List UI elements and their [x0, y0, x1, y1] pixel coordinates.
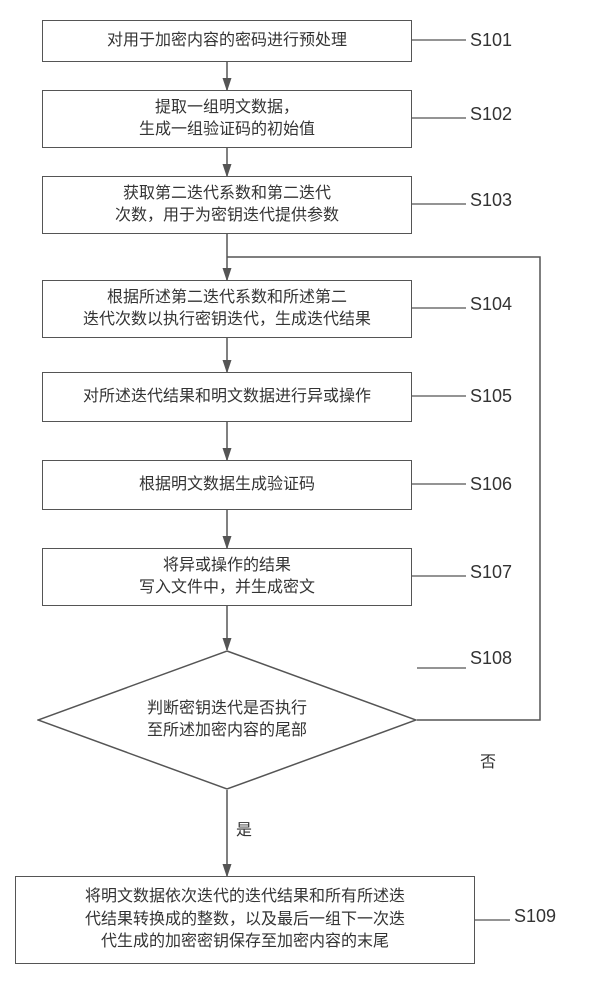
label-s109: S109: [514, 906, 556, 927]
label-s103: S103: [470, 190, 512, 211]
step-s105: 对所述迭代结果和明文数据进行异或操作: [42, 372, 412, 422]
label-s104: S104: [470, 294, 512, 315]
decision-text: 判断密钥迭代是否执行至所述加密内容的尾部: [147, 698, 307, 743]
step-s101: 对用于加密内容的密码进行预处理: [42, 20, 412, 62]
label-s106: S106: [470, 474, 512, 495]
step-s109: 将明文数据依次迭代的迭代结果和所有所述迭代结果转换成的整数，以及最后一组下一次迭…: [15, 876, 475, 964]
step-text: 对用于加密内容的密码进行预处理: [107, 30, 347, 52]
step-text: 获取第二迭代系数和第二迭代次数，用于为密钥迭代提供参数: [115, 183, 339, 228]
step-text: 对所述迭代结果和明文数据进行异或操作: [83, 386, 371, 408]
label-s105: S105: [470, 386, 512, 407]
label-s102: S102: [470, 104, 512, 125]
step-text: 将异或操作的结果写入文件中，并生成密文: [139, 555, 315, 600]
flowchart-canvas: 对用于加密内容的密码进行预处理 提取一组明文数据，生成一组验证码的初始值 获取第…: [0, 0, 596, 1000]
branch-yes: 是: [236, 816, 252, 840]
step-s103: 获取第二迭代系数和第二迭代次数，用于为密钥迭代提供参数: [42, 176, 412, 234]
step-text: 根据所述第二迭代系数和所述第二迭代次数以执行密钥迭代，生成迭代结果: [83, 287, 371, 332]
label-s107: S107: [470, 562, 512, 583]
label-s101: S101: [470, 30, 512, 51]
step-s107: 将异或操作的结果写入文件中，并生成密文: [42, 548, 412, 606]
decision-s108: 判断密钥迭代是否执行至所述加密内容的尾部: [37, 650, 417, 790]
step-s102: 提取一组明文数据，生成一组验证码的初始值: [42, 90, 412, 148]
step-text: 将明文数据依次迭代的迭代结果和所有所述迭代结果转换成的整数，以及最后一组下一次迭…: [85, 886, 405, 953]
label-s108: S108: [470, 648, 512, 669]
step-s104: 根据所述第二迭代系数和所述第二迭代次数以执行密钥迭代，生成迭代结果: [42, 280, 412, 338]
step-text: 根据明文数据生成验证码: [139, 474, 315, 496]
step-s106: 根据明文数据生成验证码: [42, 460, 412, 510]
step-text: 提取一组明文数据，生成一组验证码的初始值: [139, 97, 315, 142]
branch-no: 否: [480, 748, 496, 772]
